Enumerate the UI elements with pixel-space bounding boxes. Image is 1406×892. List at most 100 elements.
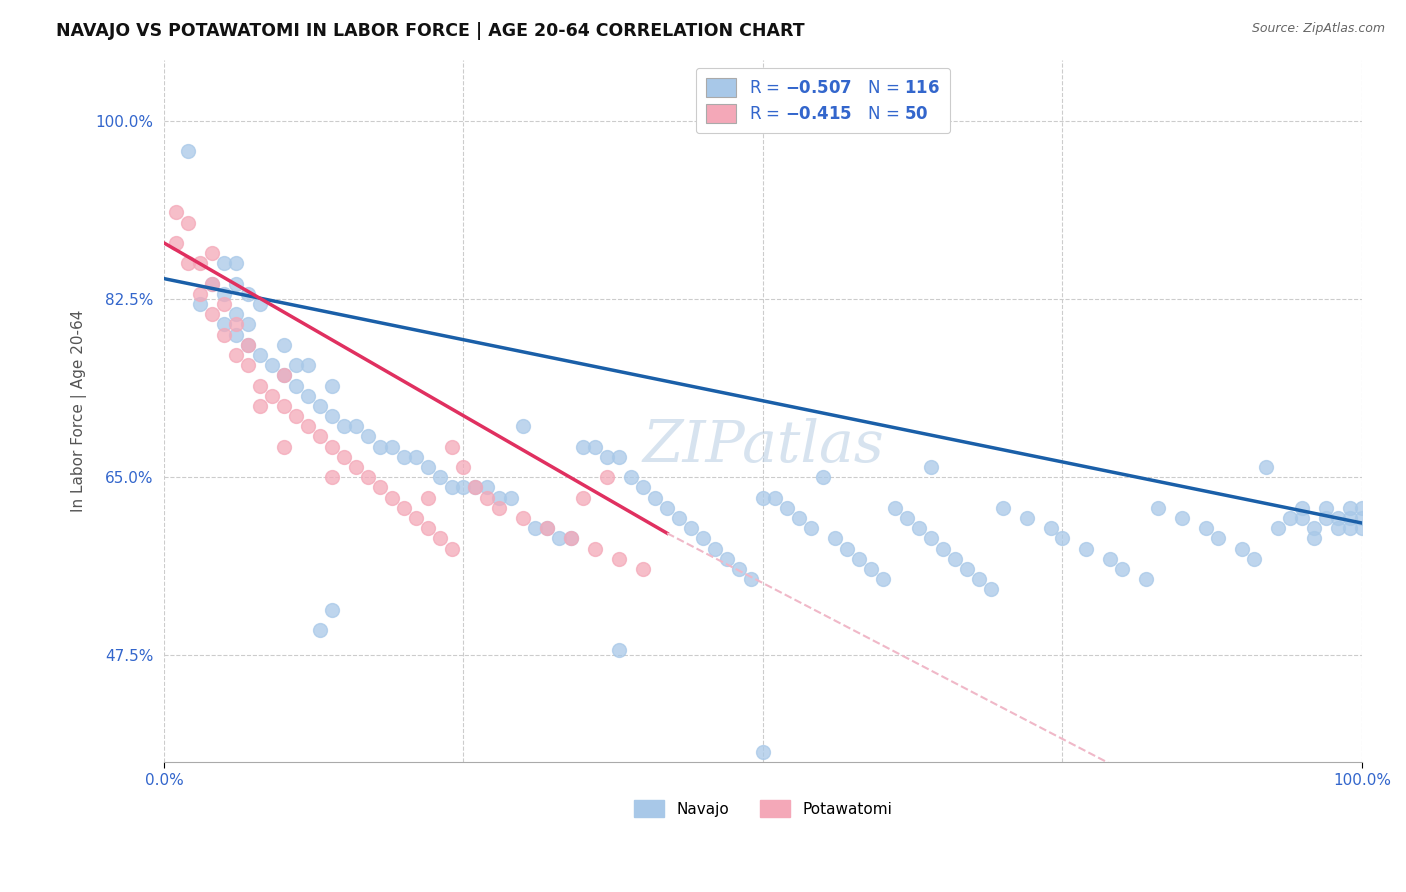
Point — [308, 399, 330, 413]
Point — [512, 511, 534, 525]
Point — [607, 551, 630, 566]
Point — [260, 389, 283, 403]
Point — [201, 277, 224, 291]
Point — [967, 572, 990, 586]
Point — [260, 358, 283, 372]
Point — [405, 450, 427, 464]
Point — [321, 409, 343, 423]
Point — [236, 318, 259, 332]
Point — [1052, 532, 1074, 546]
Y-axis label: In Labor Force | Age 20-64: In Labor Force | Age 20-64 — [72, 310, 87, 512]
Point — [177, 256, 200, 270]
Point — [560, 532, 582, 546]
Point — [488, 491, 510, 505]
Point — [607, 450, 630, 464]
Point — [596, 450, 619, 464]
Point — [249, 399, 271, 413]
Legend: Navajo, Potawatomi: Navajo, Potawatomi — [626, 792, 900, 825]
Point — [1327, 521, 1350, 535]
Point — [631, 562, 654, 576]
Point — [453, 460, 475, 475]
Point — [620, 470, 643, 484]
Point — [225, 327, 247, 342]
Point — [321, 440, 343, 454]
Point — [536, 521, 558, 535]
Point — [308, 429, 330, 443]
Point — [1339, 521, 1361, 535]
Point — [201, 307, 224, 321]
Point — [477, 480, 499, 494]
Point — [752, 491, 775, 505]
Text: ZIPatlas: ZIPatlas — [643, 418, 884, 475]
Point — [284, 358, 307, 372]
Point — [501, 491, 523, 505]
Point — [776, 500, 799, 515]
Point — [931, 541, 953, 556]
Point — [872, 572, 894, 586]
Point — [716, 551, 738, 566]
Point — [907, 521, 929, 535]
Point — [249, 378, 271, 392]
Point — [212, 318, 235, 332]
Point — [273, 368, 295, 383]
Point — [440, 440, 463, 454]
Point — [1279, 511, 1302, 525]
Point — [297, 358, 319, 372]
Point — [1339, 500, 1361, 515]
Point — [668, 511, 690, 525]
Point — [1303, 532, 1326, 546]
Point — [236, 286, 259, 301]
Point — [1339, 511, 1361, 525]
Point — [236, 338, 259, 352]
Point — [249, 348, 271, 362]
Point — [308, 623, 330, 637]
Point — [381, 491, 404, 505]
Point — [752, 745, 775, 759]
Point — [321, 470, 343, 484]
Point — [1111, 562, 1133, 576]
Point — [583, 440, 606, 454]
Point — [704, 541, 727, 556]
Point — [896, 511, 918, 525]
Point — [1256, 460, 1278, 475]
Point — [225, 277, 247, 291]
Point — [1291, 511, 1313, 525]
Point — [631, 480, 654, 494]
Point — [1303, 521, 1326, 535]
Text: Source: ZipAtlas.com: Source: ZipAtlas.com — [1251, 22, 1385, 36]
Point — [1099, 551, 1122, 566]
Point — [297, 419, 319, 434]
Point — [273, 368, 295, 383]
Point — [572, 440, 595, 454]
Point — [284, 409, 307, 423]
Point — [165, 235, 187, 250]
Point — [512, 419, 534, 434]
Point — [440, 541, 463, 556]
Point — [297, 389, 319, 403]
Point — [405, 511, 427, 525]
Point — [980, 582, 1002, 597]
Point — [416, 491, 439, 505]
Point — [644, 491, 666, 505]
Point — [883, 500, 905, 515]
Point — [811, 470, 834, 484]
Point — [1315, 511, 1337, 525]
Point — [1039, 521, 1062, 535]
Point — [848, 551, 870, 566]
Point — [236, 338, 259, 352]
Point — [188, 297, 211, 311]
Point — [488, 500, 510, 515]
Point — [1135, 572, 1157, 586]
Point — [1015, 511, 1038, 525]
Point — [392, 500, 415, 515]
Point — [321, 378, 343, 392]
Point — [225, 307, 247, 321]
Point — [824, 532, 846, 546]
Point — [368, 480, 391, 494]
Point — [249, 297, 271, 311]
Point — [416, 521, 439, 535]
Point — [583, 541, 606, 556]
Point — [177, 216, 200, 230]
Point — [201, 246, 224, 260]
Point — [201, 277, 224, 291]
